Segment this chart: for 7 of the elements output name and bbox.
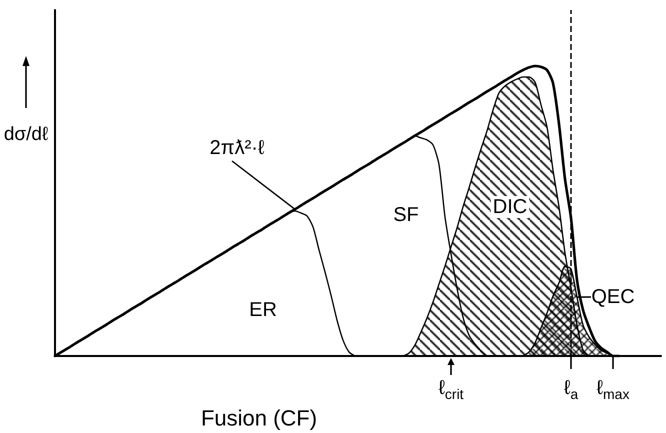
series-label: DIC	[492, 196, 528, 218]
text: ER	[249, 299, 277, 321]
text: 2πƛ²·ℓ	[210, 137, 265, 159]
series-label: SF	[393, 204, 419, 226]
y-axis-title: dσ/dℓ	[2, 124, 50, 146]
legend-label: QEC	[591, 286, 635, 308]
x-axis-title: Fusion (CF)	[200, 406, 318, 430]
